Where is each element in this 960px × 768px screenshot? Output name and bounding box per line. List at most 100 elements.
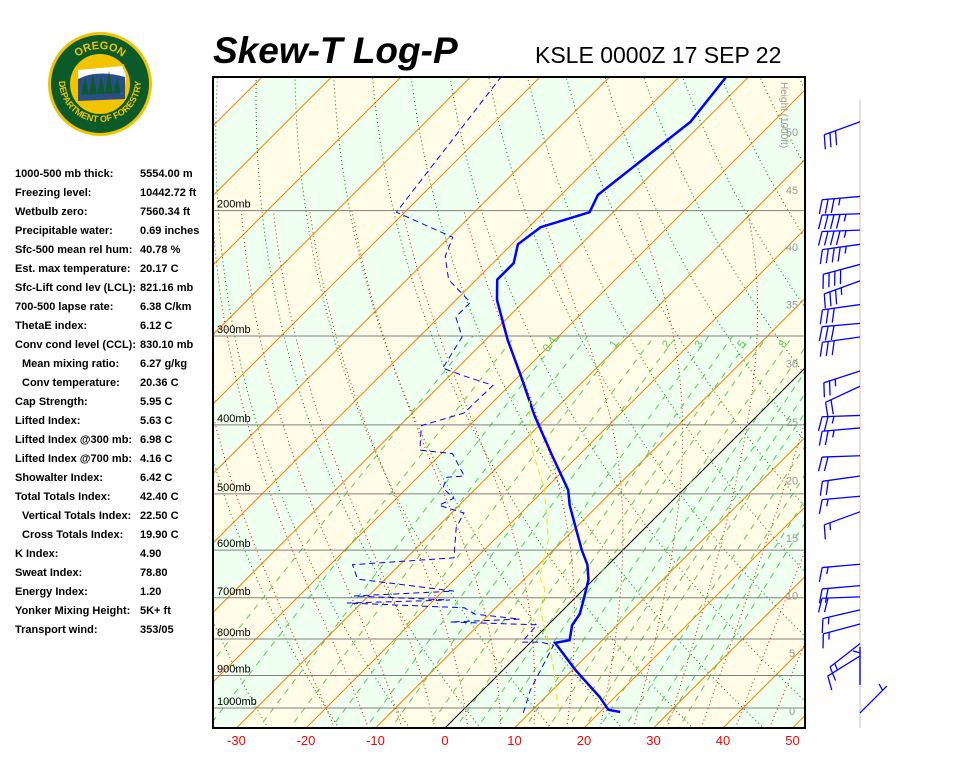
wind-barb-staff bbox=[823, 370, 861, 384]
stat-row: ThetaE index: 6.12 C bbox=[15, 320, 215, 339]
wind-barb-staff bbox=[822, 322, 861, 328]
isotherm bbox=[213, 77, 611, 475]
stat-value: 5.95 C bbox=[140, 396, 173, 408]
stat-value: 4.90 bbox=[140, 548, 162, 560]
isotherm bbox=[858, 65, 960, 731]
stat-label: Freezing level: bbox=[15, 187, 92, 199]
wind-barb-half-feather bbox=[831, 416, 835, 424]
wind-barb-feather bbox=[817, 598, 823, 613]
stat-label: Showalter Index: bbox=[15, 472, 104, 484]
wind-barb-feather bbox=[831, 308, 835, 323]
stat-row: Precipitable water: 0.69 inches bbox=[15, 225, 215, 244]
dry-adiabat bbox=[877, 78, 960, 732]
stat-row: Showalter Index: 6.42 C bbox=[15, 472, 215, 491]
moist-adiabat bbox=[633, 210, 684, 728]
pressure-label: 1000mb bbox=[217, 696, 257, 708]
wind-barb-feather bbox=[818, 431, 823, 446]
wind-barb-feather bbox=[830, 399, 834, 415]
wind-barb-feather bbox=[834, 130, 838, 146]
isotherm bbox=[213, 77, 680, 544]
stat-value: 5K+ ft bbox=[140, 605, 171, 617]
stat-label: Vertical Totals Index: bbox=[22, 510, 132, 522]
wind-barb-feather bbox=[829, 132, 832, 148]
dry-adiabat bbox=[372, 77, 694, 728]
isotherm-band bbox=[213, 89, 805, 728]
wind-barb-feather bbox=[829, 291, 832, 307]
pressure-label: 700mb bbox=[217, 586, 251, 598]
isotherm bbox=[652, 575, 805, 728]
wind-barb-feather bbox=[817, 456, 823, 472]
stat-row: Wetbulb zero: 7560.34 ft bbox=[15, 206, 215, 225]
wind-barb-staff bbox=[824, 511, 861, 526]
stat-row: Conv temperature: 20.36 C bbox=[15, 377, 215, 396]
wind-barb-feather bbox=[825, 248, 829, 264]
wind-barb-staff bbox=[822, 414, 861, 418]
moist-adiabat bbox=[768, 641, 805, 728]
wind-barb-staff bbox=[822, 455, 861, 458]
moist-adiabat bbox=[213, 212, 369, 728]
stat-label: ThetaE index: bbox=[15, 320, 88, 332]
wind-barb-feather bbox=[823, 597, 829, 613]
stat-label: Energy Index: bbox=[15, 586, 88, 598]
temperature-tick-label: 40 bbox=[716, 733, 730, 748]
wind-barb-feather bbox=[825, 308, 829, 324]
stat-value: 6.42 C bbox=[140, 472, 173, 484]
stat-label: Lifted Index @700 mb: bbox=[15, 453, 133, 465]
wind-barb-staff bbox=[822, 609, 861, 620]
wind-barb-staff bbox=[823, 263, 861, 275]
mixing-ratio-line bbox=[213, 335, 474, 662]
mixing-ratio-line bbox=[289, 335, 589, 728]
wind-barb-feather bbox=[818, 567, 823, 582]
isotherm bbox=[374, 297, 805, 728]
stat-value: 10442.72 ft bbox=[140, 187, 197, 199]
wind-barb-staff bbox=[822, 303, 861, 311]
sounding-indices-panel: 1000-500 mb thick: 5554.00 m Freezing leve… bbox=[15, 168, 215, 643]
pressure-label: 300mb bbox=[217, 324, 251, 336]
temperature-tick-label: 20 bbox=[577, 733, 591, 748]
dry-adiabat bbox=[954, 78, 960, 732]
dry-adiabat bbox=[915, 78, 960, 732]
stat-value: 4.16 C bbox=[140, 453, 173, 465]
stat-label: Precipitable water: bbox=[15, 225, 113, 237]
stat-value: 821.16 mb bbox=[140, 282, 194, 294]
mixing-ratio-label: 3 bbox=[692, 338, 705, 350]
dry-adiabat bbox=[449, 77, 805, 702]
stat-row: Lifted Index: 5.63 C bbox=[15, 415, 215, 434]
wind-barb-half-feather bbox=[878, 683, 884, 691]
dry-adiabat bbox=[838, 78, 960, 732]
isotherm bbox=[213, 77, 402, 266]
stat-label: Conv cond level (CCL): bbox=[15, 339, 137, 351]
height-tick-label: 25 bbox=[786, 417, 798, 429]
stat-value: 42.40 C bbox=[140, 491, 179, 503]
pressure-label: 800mb bbox=[217, 627, 251, 639]
wind-barb-staff bbox=[822, 596, 861, 599]
stat-value: 40.78 % bbox=[140, 244, 181, 256]
stat-label: Total Totals Index: bbox=[15, 491, 111, 503]
wind-barb-feather bbox=[829, 666, 837, 681]
wind-barb-staff bbox=[822, 243, 861, 251]
stat-label: K Index: bbox=[15, 548, 59, 560]
isotherm bbox=[513, 436, 805, 728]
wind-barb-half-feather bbox=[843, 230, 847, 238]
temperature-tick-label: 30 bbox=[646, 733, 660, 748]
moist-adiabat bbox=[734, 549, 805, 728]
wind-barb-feather bbox=[819, 249, 824, 265]
wind-barb-feather bbox=[824, 326, 829, 341]
stat-value: 353/05 bbox=[140, 624, 174, 636]
wind-barb-feather bbox=[817, 214, 823, 230]
wind-barb-feather bbox=[828, 380, 831, 396]
moist-adiabat bbox=[666, 210, 759, 728]
mixing-ratio-line bbox=[598, 411, 805, 728]
wind-barb-feather bbox=[818, 588, 823, 604]
station-time-label: KSLE 0000Z 17 SEP 22 bbox=[535, 42, 782, 68]
svg-text:OREGON: OREGON bbox=[72, 40, 127, 60]
stat-label: 1000-500 mb thick: bbox=[15, 168, 114, 180]
pressure-label: 600mb bbox=[217, 538, 251, 550]
stat-label: Lifted Index: bbox=[15, 415, 81, 427]
plot-frame bbox=[212, 76, 806, 729]
wind-barb-feather bbox=[825, 341, 829, 356]
wind-barb-feather bbox=[823, 231, 829, 246]
moist-adiabat bbox=[351, 210, 502, 728]
wind-barb-feather bbox=[823, 524, 826, 540]
wind-barb-feather bbox=[817, 231, 823, 246]
